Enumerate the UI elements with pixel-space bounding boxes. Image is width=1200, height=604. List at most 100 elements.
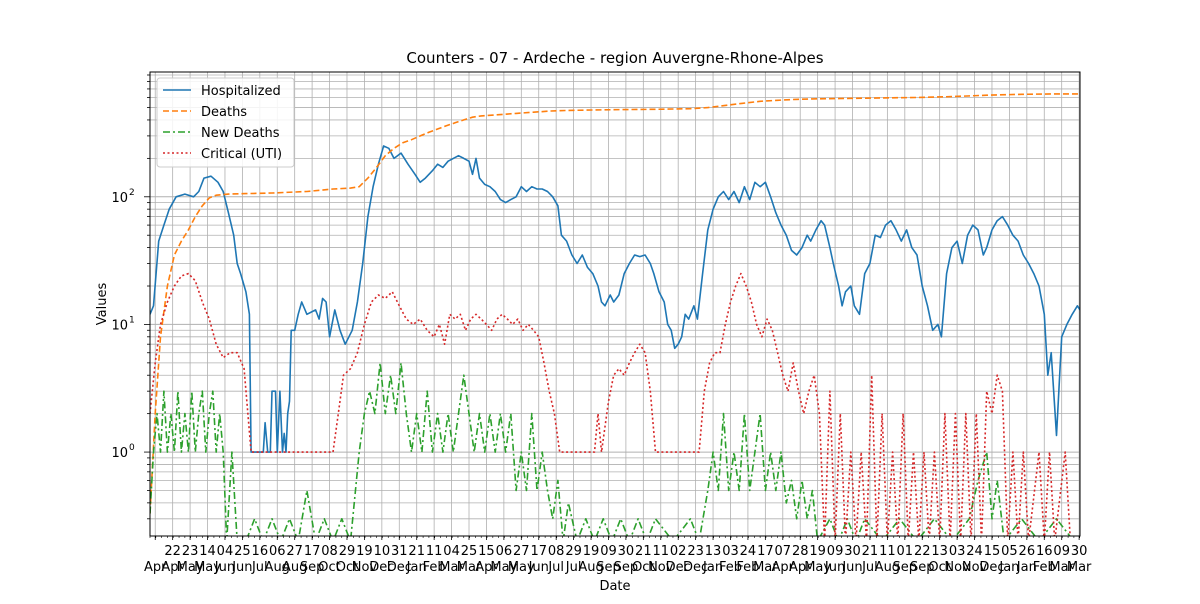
x-tick-day-label: 24 <box>740 544 757 559</box>
x-tick-month-label: Oct <box>928 560 950 575</box>
x-tick-day-label: 16 <box>1036 544 1053 559</box>
x-tick-month-label: Jul <box>547 560 564 575</box>
x-tick-month-label: Aug <box>875 560 900 575</box>
x-tick-month-label: Mar <box>439 560 464 575</box>
x-tick-day-label: 27 <box>286 544 303 559</box>
x-axis-label: Date <box>599 579 630 594</box>
x-tick-month-label: Mar <box>1049 560 1074 575</box>
x-tick-day-label: 06 <box>496 544 513 559</box>
x-tick-month-label: Jun <box>214 560 235 575</box>
y-axis-label: Values <box>95 283 110 326</box>
x-tick-month-label: Aug <box>578 560 603 575</box>
x-tick-month-label: Sep <box>910 560 935 575</box>
x-tick-day-label: 11 <box>652 544 669 559</box>
x-tick-day-label: 22 <box>164 544 181 559</box>
x-tick-day-label: 06 <box>269 544 286 559</box>
x-tick-day-label: 03 <box>949 544 966 559</box>
x-tick-month-label: Nov <box>648 560 674 575</box>
x-tick-month-label: Apr <box>772 560 795 575</box>
x-tick-day-label: 03 <box>722 544 739 559</box>
x-tick-day-label: 01 <box>897 544 914 559</box>
x-tick-month-label: Sep <box>300 560 325 575</box>
x-tick-month-label: Dec <box>979 560 1004 575</box>
y-tick-exponent: 1 <box>129 315 135 325</box>
x-tick-month-label: Nov <box>944 560 970 575</box>
x-tick-month-label: Apr <box>144 560 167 575</box>
x-tick-day-label: 04 <box>443 544 460 559</box>
x-tick-day-label: 16 <box>252 544 269 559</box>
x-tick-day-label: 08 <box>548 544 565 559</box>
x-tick-day-label: 09 <box>827 544 844 559</box>
x-tick-day-label: 02 <box>670 544 687 559</box>
x-tick-month-label: Jul <box>565 560 582 575</box>
x-tick-month-label: May <box>177 560 204 575</box>
x-tick-day-label: 26 <box>1019 544 1036 559</box>
series-lines <box>150 93 1080 536</box>
x-tick-day-label: 09 <box>600 544 617 559</box>
x-tick-month-label: Sep <box>614 560 639 575</box>
x-tick-month-label: Jun <box>231 560 252 575</box>
x-tick-month-label: Oct <box>632 560 654 575</box>
x-tick-month-label: Mar <box>753 560 778 575</box>
x-tick-month-label: Feb <box>1033 560 1056 575</box>
legend-box <box>156 77 295 168</box>
x-tick-day-label: 28 <box>792 544 809 559</box>
x-tick-day-label: 13 <box>705 544 722 559</box>
y-tick-exponent: 2 <box>129 188 135 198</box>
x-tick-month-label: Nov <box>352 560 378 575</box>
x-tick-month-label: Sep <box>893 560 918 575</box>
legend-entry: New Deaths <box>201 126 280 141</box>
x-tick-day-label: 30 <box>844 544 861 559</box>
x-tick-day-label: 14 <box>199 544 216 559</box>
x-tick-day-label: 11 <box>426 544 443 559</box>
y-tick-label: 10 <box>111 446 128 461</box>
x-tick-day-label: 15 <box>478 544 495 559</box>
x-tick-month-label: Dec <box>666 560 691 575</box>
x-tick-day-label: 17 <box>304 544 321 559</box>
x-tick-day-label: 08 <box>321 544 338 559</box>
x-tick-month-label: Jul <box>861 560 878 575</box>
x-tick-day-label: 29 <box>565 544 582 559</box>
x-tick-month-label: Dec <box>387 560 412 575</box>
x-tick-month-label: May <box>804 560 831 575</box>
x-tick-day-label: 21 <box>408 544 425 559</box>
chart-title: Counters - 07 - Ardeche - region Auvergn… <box>406 49 823 67</box>
legend-entry: Deaths <box>201 105 247 120</box>
x-tick-day-label: 19 <box>583 544 600 559</box>
y-tick-label: 10 <box>111 318 128 333</box>
x-tick-day-label: 30 <box>618 544 635 559</box>
x-tick-day-label: 13 <box>931 544 948 559</box>
legend: Hospitalized Deaths New Deaths Critical (UT… <box>156 77 295 168</box>
x-tick-month-label: Oct <box>318 560 340 575</box>
x-tick-day-label: 17 <box>757 544 774 559</box>
x-tick-month-label: May <box>490 560 517 575</box>
grid-lines <box>150 72 1080 536</box>
x-tick-month-label: Oct <box>336 560 358 575</box>
x-tick-day-label: 30 <box>1071 544 1088 559</box>
x-tick-day-label: 05 <box>1001 544 1018 559</box>
x-tick-month-label: Jan <box>406 560 427 575</box>
series-line-deaths <box>150 93 1080 514</box>
x-tick-day-label: 04 <box>217 544 234 559</box>
x-tick-day-label: 21 <box>862 544 879 559</box>
x-tick-day-label: 15 <box>984 544 1001 559</box>
x-tick-day-label: 19 <box>356 544 373 559</box>
series-line-hospitalized <box>150 145 1080 453</box>
x-tick-day-label: 10 <box>374 544 391 559</box>
x-tick-month-label: Jan <box>702 560 723 575</box>
x-tick-day-label: 25 <box>461 544 478 559</box>
x-tick-day-label: 27 <box>513 544 530 559</box>
x-tick-month-label: Jun <box>841 560 862 575</box>
x-tick-month-label: Nov <box>962 560 988 575</box>
x-tick-day-label: 19 <box>809 544 826 559</box>
x-tick-day-label: 07 <box>775 544 792 559</box>
x-tick-month-label: Jun <box>824 560 845 575</box>
x-tick-day-label: 31 <box>391 544 408 559</box>
x-tick-day-label: 22 <box>914 544 931 559</box>
series-line-new-deaths <box>150 362 1071 536</box>
x-tick-month-label: Dec <box>369 560 394 575</box>
x-tick-month-label: Apr <box>161 560 184 575</box>
x-tick-month-label: Jun <box>528 560 549 575</box>
